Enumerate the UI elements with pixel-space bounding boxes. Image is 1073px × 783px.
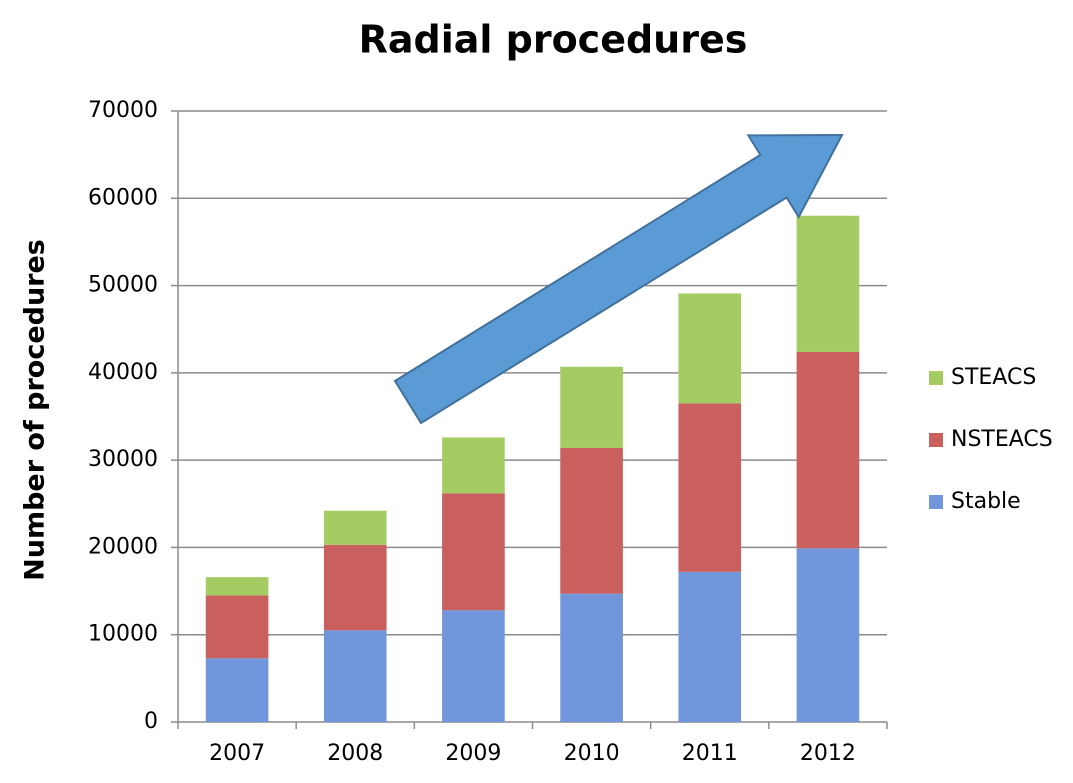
bar-segment — [442, 493, 505, 611]
x-tick-label: 2012 — [800, 741, 856, 766]
legend-label: STEACS — [951, 365, 1036, 390]
bar-segment — [560, 593, 623, 722]
y-tick-label: 10000 — [88, 622, 158, 647]
bar-segment — [323, 630, 387, 722]
y-tick-label: 50000 — [88, 273, 158, 298]
trend-arrow — [393, 133, 844, 425]
bar-segment — [678, 293, 742, 404]
x-tick-label: 2010 — [564, 741, 620, 766]
bar-segment — [442, 437, 505, 494]
bar-segment — [560, 366, 623, 448]
y-tick-label: 70000 — [88, 98, 158, 123]
bar-segment — [205, 595, 269, 659]
y-tick-label: 30000 — [88, 447, 158, 472]
x-tick-label: 2007 — [209, 741, 265, 766]
legend-swatch — [929, 495, 943, 509]
y-tick-label: 40000 — [88, 360, 158, 385]
legend-swatch — [929, 433, 943, 447]
bar-segment — [560, 447, 623, 594]
bar-segment — [796, 351, 860, 549]
bar-segment — [205, 577, 269, 596]
y-tick-label: 60000 — [88, 185, 158, 210]
bar-segment — [442, 610, 505, 722]
legend-label: NSTEACS — [951, 427, 1053, 452]
y-axis-label: Number of procedures — [20, 239, 51, 581]
legend-swatch — [929, 371, 943, 385]
legend-label: Stable — [951, 489, 1021, 514]
bar-segment — [678, 571, 742, 722]
y-tick-label: 20000 — [88, 534, 158, 559]
bar-segment — [678, 403, 742, 572]
x-tick-label: 2008 — [327, 741, 383, 766]
bar-segment — [205, 658, 269, 722]
bar-segment — [323, 544, 387, 631]
y-tick-label: 0 — [144, 709, 158, 734]
plot-area: 0 10000 20000 30000 40000 50000 60000 70000 2007… — [88, 98, 1053, 766]
bar-segment — [796, 548, 860, 722]
bar-segment — [796, 215, 860, 352]
x-tick-label: 2011 — [682, 741, 738, 766]
bar-segment — [323, 510, 387, 545]
chart-title: Radial procedures — [359, 18, 748, 62]
x-tick-label: 2009 — [445, 741, 501, 766]
